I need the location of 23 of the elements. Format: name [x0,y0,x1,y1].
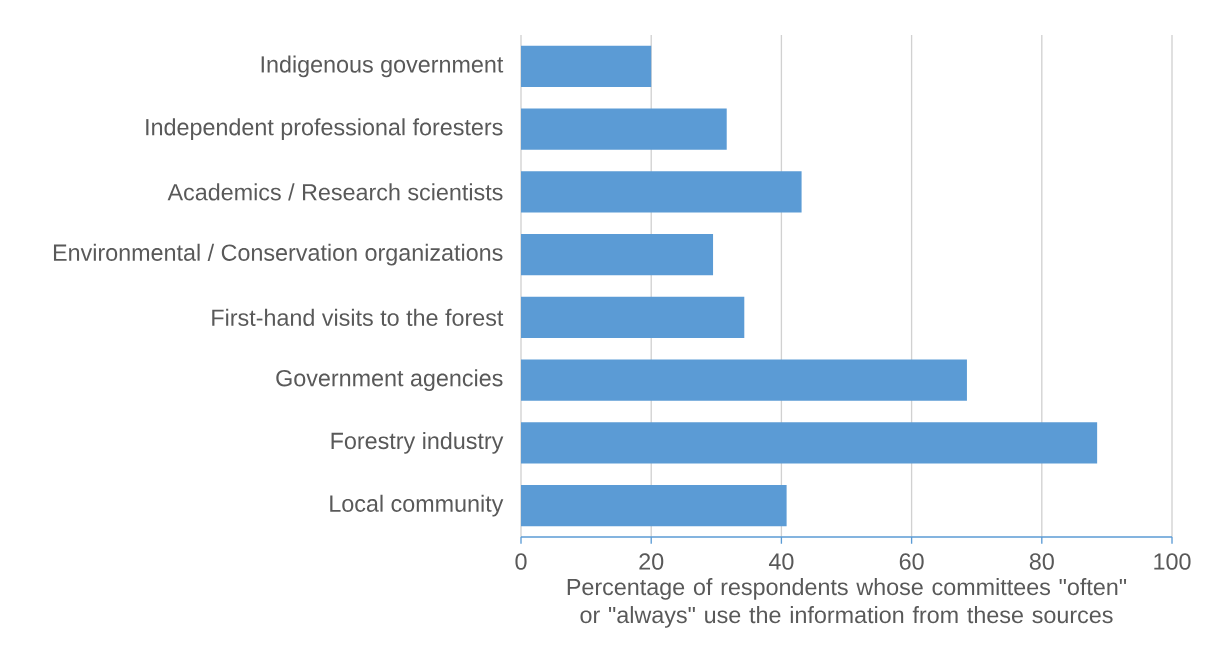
bar [521,296,745,339]
y-tick-label: First-hand visits to the forest [212,308,504,326]
y-tick-label: Academics / Research scientists [167,183,503,201]
x-tick-label: 60 [899,553,924,570]
bar [521,108,727,150]
x-tick-label: 100 [1154,553,1191,570]
bar [521,422,1098,464]
x-tick-label: 0 [515,553,527,570]
bar [521,233,714,276]
bar [521,359,967,401]
y-tick-label: Indigenous government [261,55,504,78]
y-tick-label: Government agencies [276,369,503,392]
y-tick-label: Forestry industry [331,432,504,454]
bar [521,171,802,213]
y-tick-label: Environmental / Conservation organizations [53,243,503,266]
x-axis-title: Percentage of respondents whose committees "often" or "always" use the information from these sources [567,578,1127,628]
bar [521,45,652,88]
bar [521,484,787,527]
y-tick-label: Local community [330,494,504,517]
x-tick-label: 40 [768,553,794,570]
y-tick-label: Independent professional foresters [146,118,503,141]
x-tick-label: 20 [639,553,664,570]
x-tick-label: 80 [1029,553,1054,570]
